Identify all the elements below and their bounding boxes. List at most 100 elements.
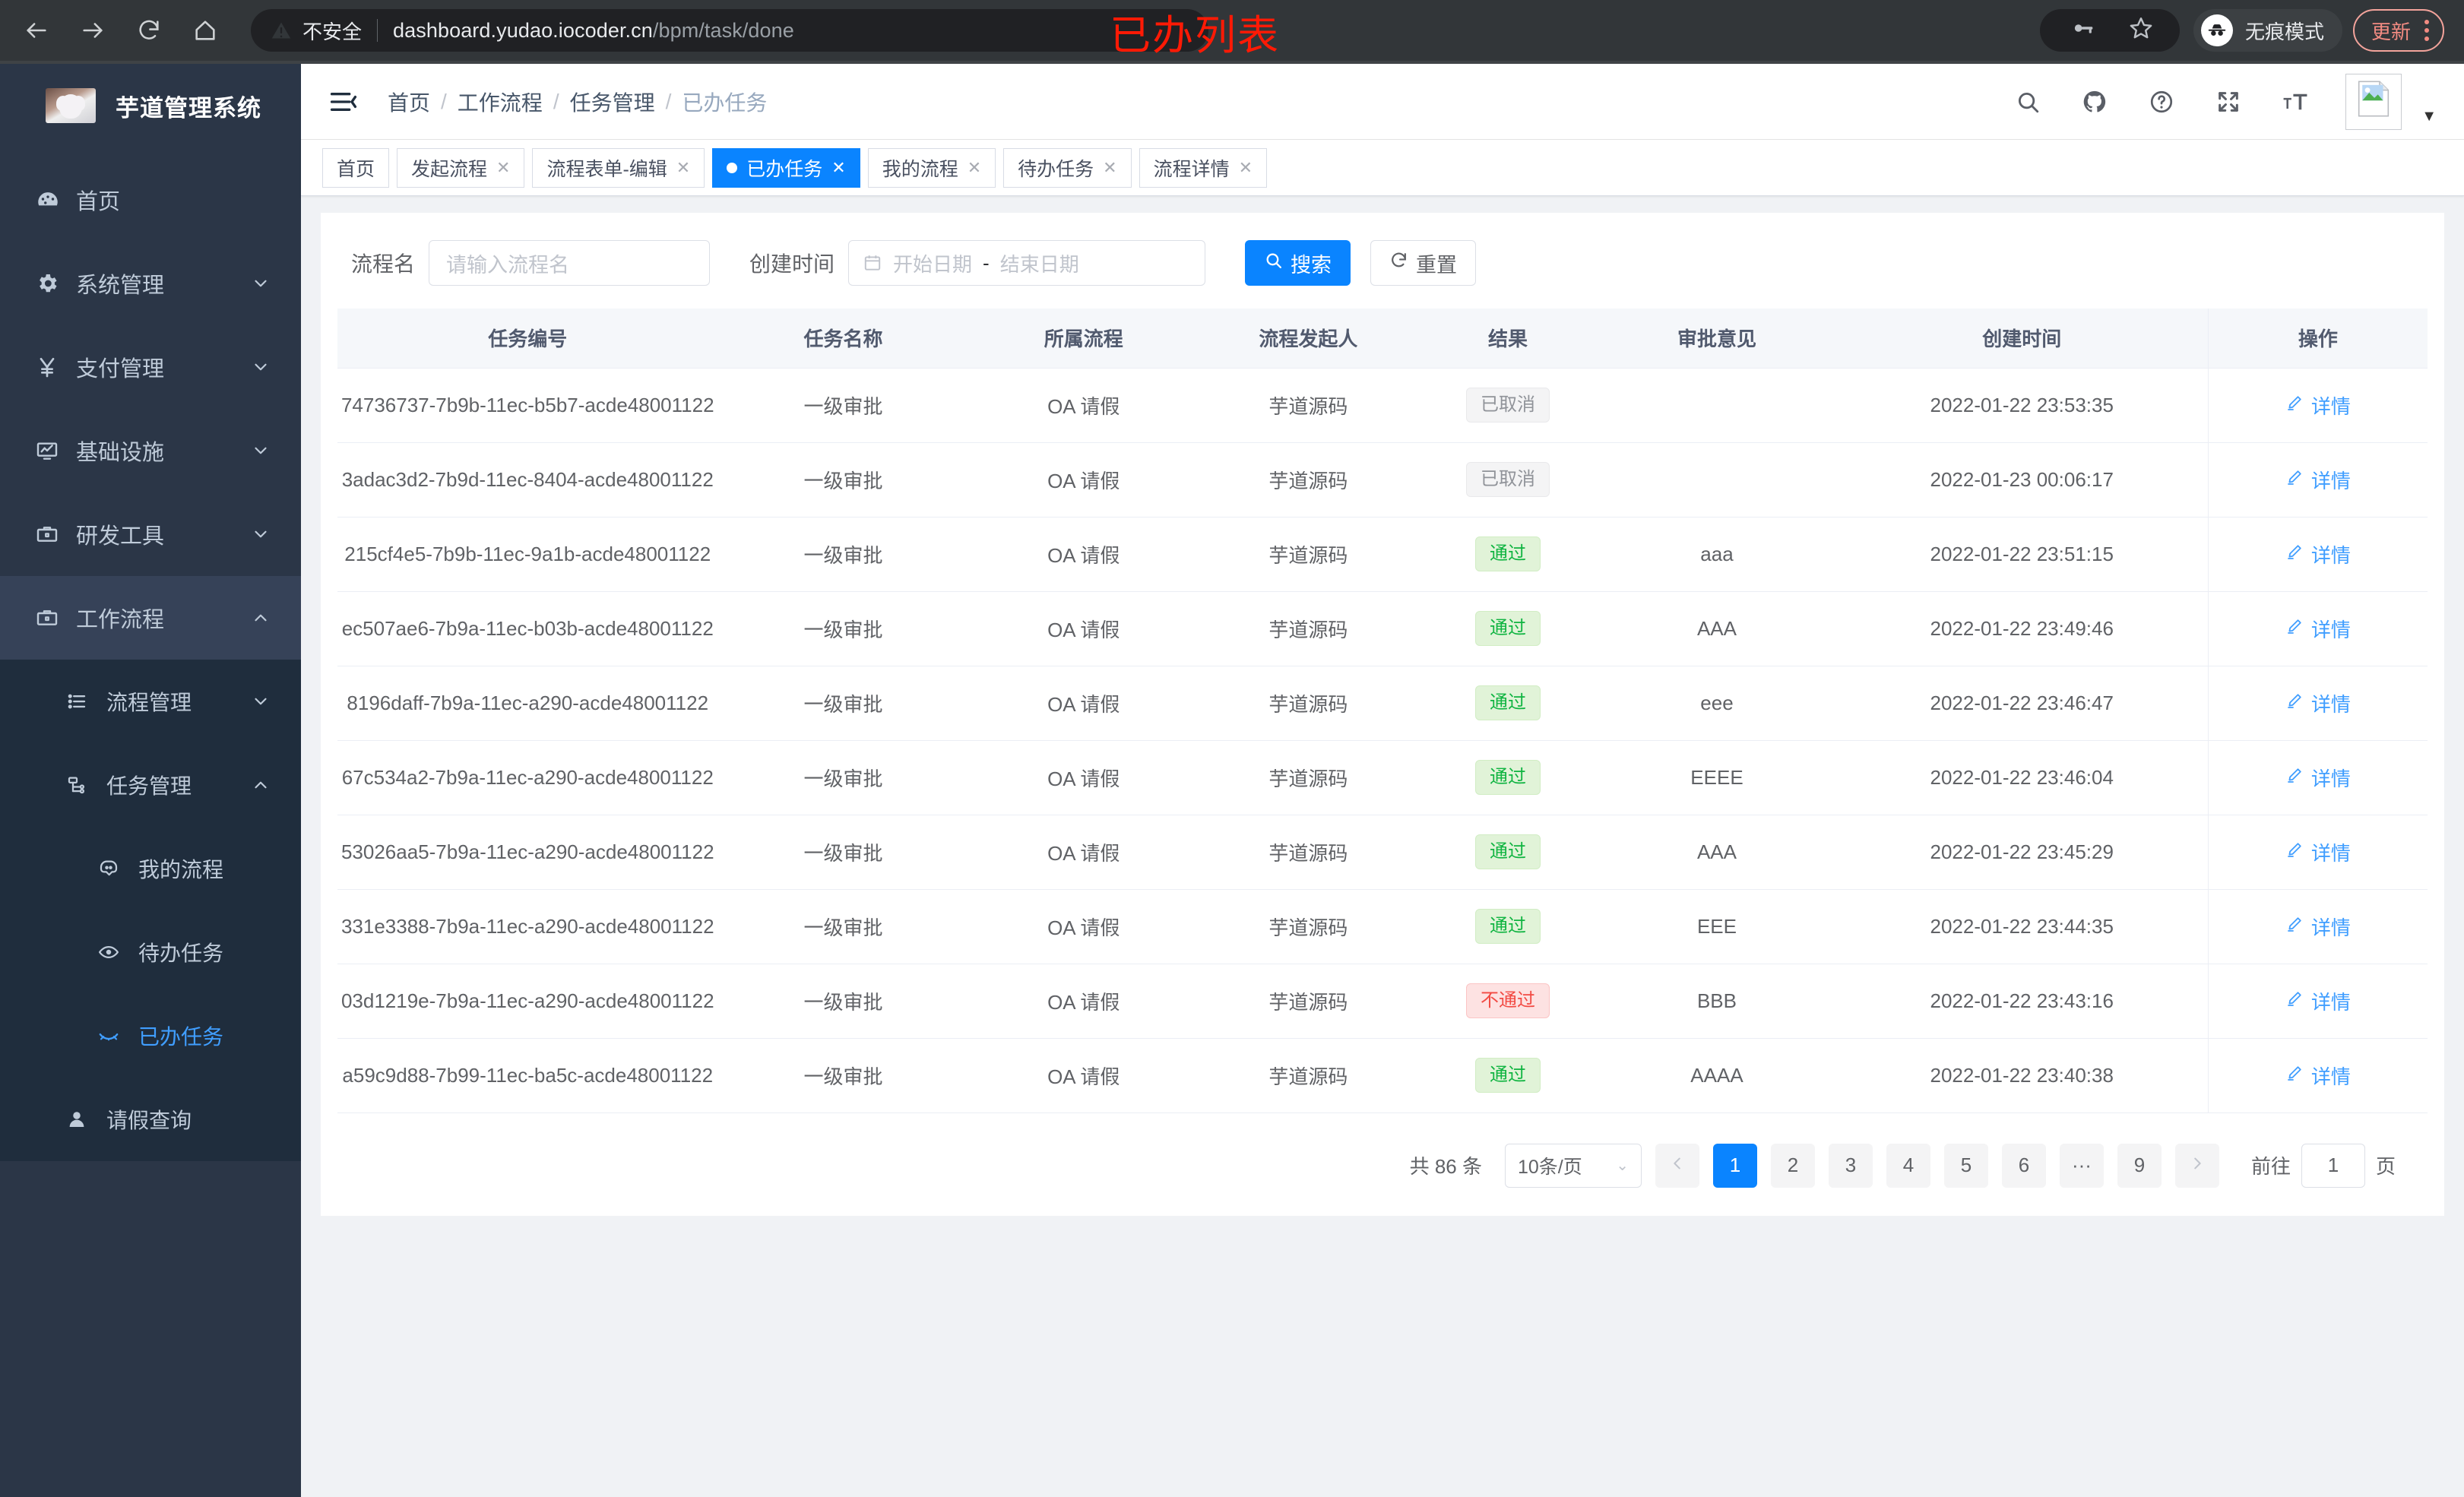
sidebar-item-task-manage[interactable]: 任务管理 — [0, 743, 301, 827]
eye-icon — [97, 941, 138, 964]
pagination-next-button[interactable] — [2174, 1143, 2219, 1188]
table-row: ec507ae6-7b9a-11ec-b03b-acde48001122 一级审批… — [337, 591, 2428, 666]
sidebar-item-devtools[interactable]: 研发工具 — [0, 492, 301, 576]
back-button[interactable] — [20, 14, 53, 47]
sidebar-item-home[interactable]: 首页 — [0, 158, 301, 242]
chevron-down-icon — [251, 274, 271, 293]
detail-button-label: 详情 — [2310, 767, 2351, 790]
close-icon[interactable]: ✕ — [496, 157, 511, 177]
detail-button[interactable]: 详情 — [2285, 689, 2351, 717]
home-button[interactable] — [188, 14, 222, 47]
jump-page-input[interactable] — [2301, 1143, 2365, 1188]
tab-todo-tasks[interactable]: 待办任务 ✕ — [1003, 147, 1132, 188]
pagination-prev-button[interactable] — [1655, 1143, 1699, 1188]
detail-button[interactable]: 详情 — [2285, 764, 2351, 792]
active-dot-icon — [727, 162, 738, 173]
forward-button[interactable] — [76, 14, 109, 47]
pagination-page-button[interactable]: 4 — [1886, 1143, 1930, 1188]
search-icon[interactable] — [2011, 85, 2044, 119]
sidebar-item-process-manage[interactable]: 流程管理 — [0, 660, 301, 743]
process-name-placeholder: 请输入流程名 — [446, 253, 570, 277]
detail-button[interactable]: 详情 — [2285, 466, 2351, 494]
cell-opinion: aaa — [1598, 517, 1836, 592]
url-host: dashboard.yudao.iocoder.cn — [393, 18, 653, 42]
star-icon[interactable] — [2128, 15, 2154, 46]
font-size-icon[interactable] — [2279, 85, 2312, 119]
cell-task-id: 8196daff-7b9a-11ec-a290-acde48001122 — [337, 666, 718, 741]
detail-button[interactable]: 详情 — [2285, 838, 2351, 866]
address-bar[interactable]: 不安全 dashboard.yudao.iocoder.cn/bpm/task/… — [251, 9, 1208, 52]
pagination-page-button[interactable]: 6 — [2001, 1143, 2046, 1188]
pagination-page-button[interactable]: 2 — [1770, 1143, 1815, 1188]
fullscreen-icon[interactable] — [2212, 85, 2245, 119]
tab-my-process[interactable]: 我的流程 ✕ — [867, 147, 996, 188]
pagination-page-button[interactable]: 9 — [2117, 1143, 2162, 1188]
sidebar-item-payment[interactable]: 支付管理 — [0, 325, 301, 409]
detail-button[interactable]: 详情 — [2285, 913, 2351, 941]
cell-opinion: EEE — [1598, 889, 1836, 964]
hamburger-icon[interactable] — [324, 82, 363, 122]
tab-process-form-edit[interactable]: 流程表单-编辑 ✕ — [532, 147, 705, 188]
breadcrumb-item-home[interactable]: 首页 — [388, 90, 431, 115]
key-icon[interactable] — [2070, 16, 2095, 46]
update-button[interactable]: 更新 — [2352, 9, 2444, 52]
pagination-page-button[interactable]: 5 — [1943, 1143, 1988, 1188]
tabs-bar: 首页 发起流程 ✕ 流程表单-编辑 ✕ 已办任务 ✕ 我的流程 ✕ 待办任务 ✕ — [301, 140, 2464, 196]
close-icon[interactable]: ✕ — [676, 157, 691, 177]
detail-button[interactable]: 详情 — [2285, 540, 2351, 568]
close-icon[interactable]: ✕ — [1238, 157, 1253, 177]
tab-done-tasks[interactable]: 已办任务 ✕ — [712, 147, 860, 188]
breadcrumb-item-workflow[interactable]: 工作流程 — [457, 90, 543, 115]
avatar[interactable] — [2345, 73, 2402, 130]
cell-process: OA 请假 — [968, 740, 1199, 815]
close-icon[interactable]: ✕ — [967, 157, 982, 177]
page-size-select[interactable]: 10条/页 ⌄ — [1504, 1143, 1642, 1188]
close-icon[interactable]: ✕ — [831, 157, 846, 177]
sidebar-item-workflow[interactable]: 工作流程 — [0, 576, 301, 660]
detail-button-label: 详情 — [2310, 990, 2351, 1014]
kebab-menu-icon[interactable] — [2424, 20, 2429, 41]
cell-initiator: 芋道源码 — [1199, 964, 1418, 1039]
process-name-input[interactable]: 请输入流程名 — [429, 240, 711, 286]
search-button[interactable]: 搜索 — [1245, 240, 1351, 286]
help-circle-icon[interactable] — [2145, 85, 2178, 119]
cell-create-time: 2022-01-22 23:45:29 — [1835, 815, 2209, 890]
incognito-indicator[interactable]: 无痕模式 — [2193, 9, 2342, 52]
reload-button[interactable] — [132, 14, 166, 47]
column-header-opinion: 审批意见 — [1598, 309, 1836, 369]
tab-home[interactable]: 首页 — [322, 147, 390, 188]
pagination-ellipsis[interactable]: ··· — [2059, 1143, 2104, 1188]
sidebar-item-todo-tasks[interactable]: 待办任务 — [0, 910, 301, 994]
refresh-icon — [1389, 251, 1408, 275]
github-icon[interactable] — [2078, 85, 2111, 119]
sidebar-item-my-process[interactable]: 我的流程 — [0, 827, 301, 910]
breadcrumb-item-task-manage[interactable]: 任务管理 — [569, 90, 655, 115]
detail-button[interactable]: 详情 — [2285, 1062, 2351, 1090]
pagination-page-button[interactable]: 1 — [1712, 1143, 1757, 1188]
breadcrumb-item-current: 已办任务 — [682, 90, 768, 115]
brand[interactable]: 芋道管理系统 — [0, 64, 301, 147]
table-row: 03d1219e-7b9a-11ec-a290-acde48001122 一级审批… — [337, 964, 2428, 1039]
tab-label: 流程表单-编辑 — [546, 158, 667, 180]
cell-initiator: 芋道源码 — [1199, 517, 1418, 592]
sidebar-item-infrastructure[interactable]: 基础设施 — [0, 409, 301, 492]
chevron-down-icon — [251, 441, 271, 460]
sidebar-item-leave-query[interactable]: 请假查询 — [0, 1078, 301, 1161]
create-time-range-picker[interactable]: 开始日期 - 结束日期 — [848, 240, 1206, 286]
edit-pencil-icon — [2285, 543, 2304, 566]
briefcase-icon — [35, 606, 76, 630]
sidebar-item-label: 待办任务 — [138, 942, 224, 965]
tab-start-process[interactable]: 发起流程 ✕ — [397, 147, 525, 188]
reset-button[interactable]: 重置 — [1370, 240, 1477, 286]
detail-button[interactable]: 详情 — [2285, 615, 2351, 643]
chevron-down-icon[interactable]: ▼ — [2421, 107, 2437, 125]
pagination-page-button[interactable]: 3 — [1828, 1143, 1873, 1188]
detail-button[interactable]: 详情 — [2285, 391, 2351, 419]
cell-create-time: 2022-01-22 23:43:16 — [1835, 964, 2209, 1039]
breadcrumb: 首页 / 工作流程 / 任务管理 / 已办任务 — [377, 87, 778, 117]
sidebar-item-done-tasks[interactable]: 已办任务 — [0, 994, 301, 1078]
close-icon[interactable]: ✕ — [1103, 157, 1117, 177]
detail-button[interactable]: 详情 — [2285, 987, 2351, 1015]
sidebar-item-system[interactable]: 系统管理 — [0, 242, 301, 325]
tab-process-detail[interactable]: 流程详情 ✕ — [1139, 147, 1268, 188]
